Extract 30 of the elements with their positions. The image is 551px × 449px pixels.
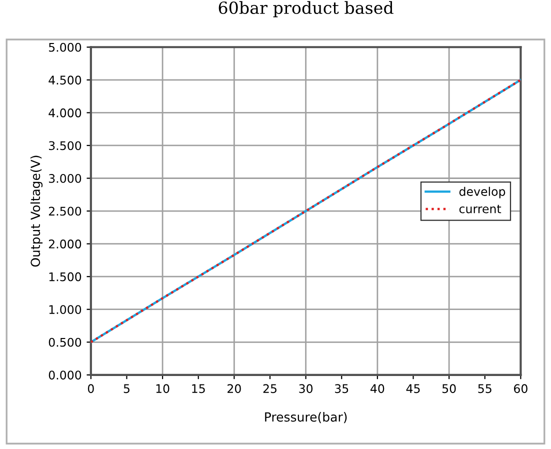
chart-title: 60bar product based [218,1,394,18]
x-tick-label: 40 [370,384,384,394]
y-tick-label: 2.000 [48,240,82,248]
x-tick-label: 60 [514,384,528,394]
x-tick-label: 5 [124,384,130,394]
x-tick-label: 20 [228,384,241,394]
x-tick-label: 25 [263,384,276,394]
x-tick-label: 35 [335,384,348,394]
y-axis-title: Output Voltage(V) [30,156,43,267]
x-tick-label: 30 [299,384,313,394]
x-tick-label: 55 [478,384,492,394]
y-tick-label: 4.500 [48,76,82,85]
y-tick-label: 1.500 [49,272,82,282]
y-tick-label: 3.500 [48,141,82,150]
x-tick-label: 0 [88,384,94,394]
y-tick-label: 0.500 [48,338,82,347]
x-tick-label: 50 [442,384,456,394]
x-tick-label: 15 [192,384,205,394]
x-axis-title: Pressure(bar) [265,412,347,424]
legend-label: current [459,204,502,214]
y-tick-label: 5.000 [49,42,82,52]
line-series [90,78,521,344]
y-tick-label: 0.000 [48,370,82,380]
y-tick-label: 4.000 [48,108,82,118]
y-tick-label: 3.000 [48,174,82,183]
x-tick-label: 10 [156,384,170,394]
legend-label: develop [459,186,506,198]
y-tick-label: 2.500 [48,206,82,216]
x-tick-label: 45 [406,384,420,394]
y-tick-label: 1.000 [49,305,82,314]
